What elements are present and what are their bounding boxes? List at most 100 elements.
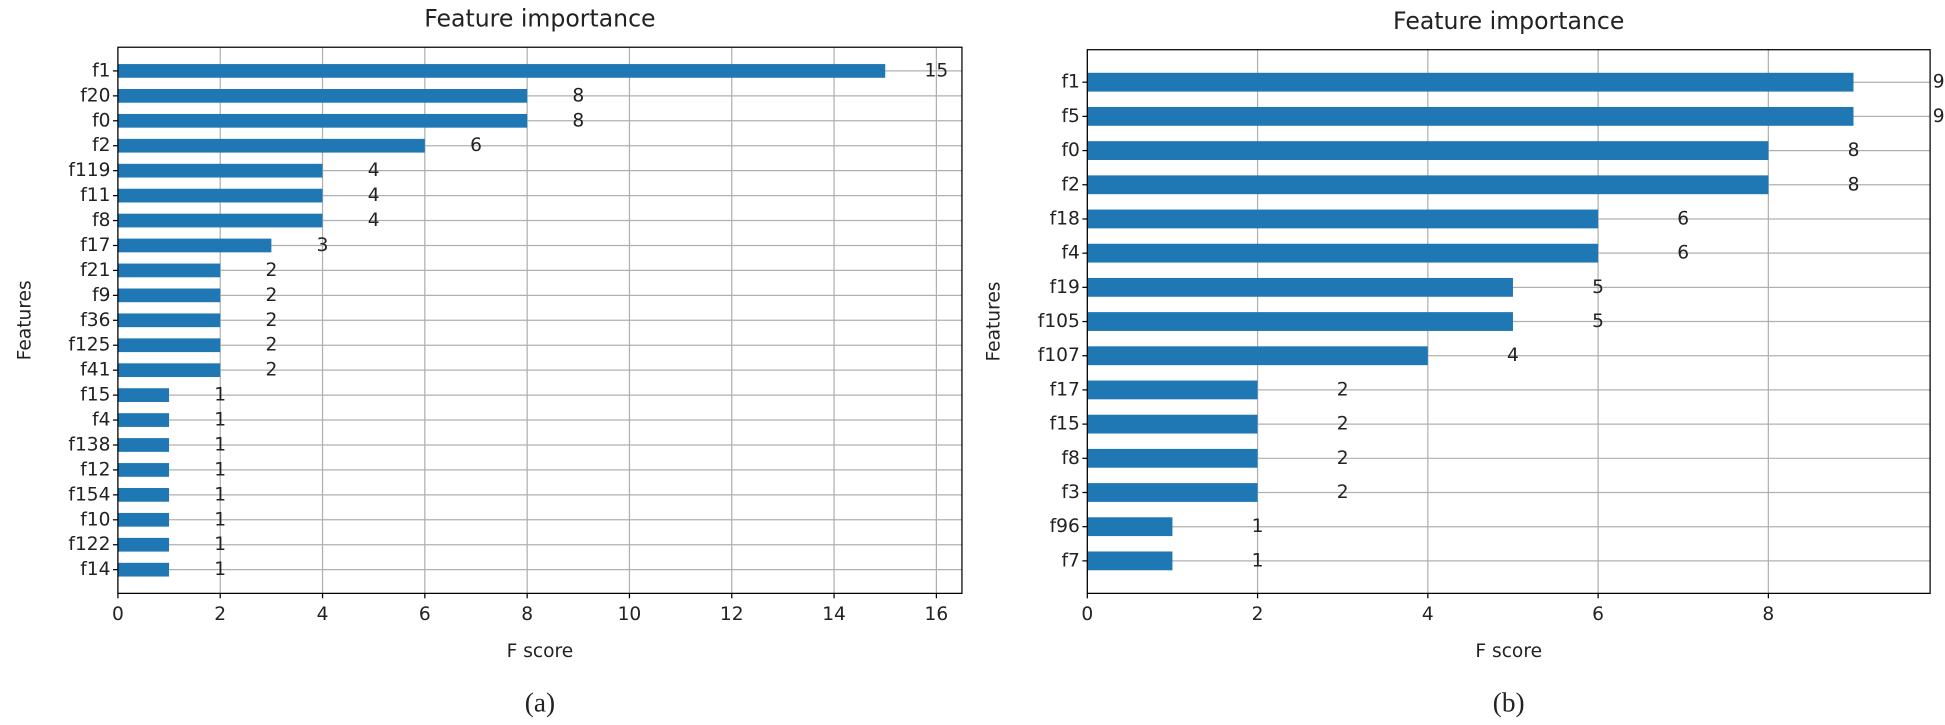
chart-title: Feature importance <box>424 4 655 32</box>
bar <box>117 338 221 353</box>
value-label: 9 <box>1933 106 1945 127</box>
bar <box>117 388 170 402</box>
bar <box>1087 448 1258 468</box>
x-axis-label: F score <box>1475 641 1542 662</box>
y-tick-label: f138 <box>68 434 110 455</box>
bar <box>117 88 528 103</box>
y-tick-label: f15 <box>80 385 110 406</box>
value-label: 1 <box>214 385 226 406</box>
value-label: 8 <box>572 85 584 106</box>
value-label: 2 <box>265 335 277 356</box>
value-label: 3 <box>317 235 329 256</box>
x-tick-label: 6 <box>419 604 431 625</box>
bar <box>117 512 170 527</box>
bar <box>117 188 323 203</box>
x-tick-label: 2 <box>214 604 226 625</box>
value-label: 8 <box>1848 174 1860 195</box>
value-label: 2 <box>265 285 277 306</box>
bar <box>1087 551 1173 571</box>
y-tick-label: f17 <box>1050 379 1080 400</box>
y-tick-label: f20 <box>80 85 110 106</box>
bar <box>117 163 323 178</box>
x-tick-label: 4 <box>1422 604 1434 625</box>
x-tick-label: 0 <box>112 604 124 625</box>
value-label: 2 <box>1337 414 1349 435</box>
chart-title: Feature importance <box>1393 7 1624 35</box>
y-tick-label: f11 <box>80 185 110 206</box>
y-tick-label: f3 <box>1061 482 1079 503</box>
bar <box>117 263 221 278</box>
value-label: 6 <box>1677 208 1689 229</box>
y-tick-label: f0 <box>1061 140 1079 161</box>
value-label: 6 <box>470 135 482 156</box>
value-label: 1 <box>214 534 226 555</box>
bar <box>117 562 170 577</box>
value-label: 8 <box>1848 140 1860 161</box>
value-label: 1 <box>214 434 226 455</box>
y-tick-label: f10 <box>80 509 110 530</box>
axes-frame <box>1086 49 1931 594</box>
y-tick-label: f107 <box>1038 345 1080 366</box>
value-label: 2 <box>265 310 277 331</box>
y-tick-label: f36 <box>80 310 110 331</box>
y-axis-label: Features <box>14 280 35 360</box>
value-label: 1 <box>214 559 226 580</box>
x-tick-label: 14 <box>822 604 846 625</box>
bar <box>1087 414 1258 434</box>
value-label: 8 <box>572 110 584 131</box>
value-label: 1 <box>214 509 226 530</box>
y-tick-label: f21 <box>80 260 110 281</box>
y-tick-label: f9 <box>92 285 110 306</box>
bar <box>1087 483 1258 502</box>
value-label: 2 <box>265 260 277 281</box>
bar <box>1087 380 1258 400</box>
caption: (a) <box>525 687 555 717</box>
bar <box>1087 517 1173 537</box>
y-tick-label: f0 <box>92 110 110 131</box>
x-tick-label: 6 <box>1592 604 1604 625</box>
y-tick-label: f7 <box>1061 550 1079 571</box>
bar <box>117 113 528 128</box>
y-tick-label: f19 <box>1050 277 1080 298</box>
value-label: 15 <box>925 60 949 81</box>
x-tick-label: 10 <box>618 604 642 625</box>
y-tick-label: f2 <box>1061 174 1079 195</box>
axes-frame <box>117 46 963 594</box>
y-tick-label: f119 <box>68 160 110 181</box>
value-label: 2 <box>1337 448 1349 469</box>
bar <box>117 363 221 378</box>
value-label: 5 <box>1592 311 1604 332</box>
bar <box>117 463 170 477</box>
bar <box>1087 243 1599 263</box>
bar <box>1087 209 1599 229</box>
y-tick-label: f15 <box>1050 414 1080 435</box>
value-label: 2 <box>265 360 277 381</box>
bar <box>1087 106 1854 126</box>
x-tick-label: 16 <box>925 604 949 625</box>
value-label: 1 <box>214 410 226 431</box>
y-tick-label: f8 <box>1061 448 1079 469</box>
y-tick-label: f2 <box>92 135 110 156</box>
value-label: 4 <box>368 160 380 181</box>
y-tick-label: f154 <box>68 484 110 505</box>
value-label: 1 <box>1252 516 1264 537</box>
value-label: 5 <box>1592 277 1604 298</box>
x-tick-label: 8 <box>1762 604 1774 625</box>
bar <box>1087 312 1513 331</box>
y-tick-label: f18 <box>1050 208 1080 229</box>
bar <box>117 313 221 328</box>
y-tick-label: f122 <box>68 534 110 555</box>
x-tick-label: 2 <box>1252 604 1264 625</box>
y-tick-label: f4 <box>92 410 110 431</box>
y-tick-label: f12 <box>80 459 110 480</box>
y-tick-label: f14 <box>80 559 110 580</box>
y-tick-label: f105 <box>1038 311 1080 332</box>
y-tick-label: f41 <box>80 360 110 381</box>
bar <box>117 488 170 502</box>
y-tick-label: f96 <box>1050 516 1080 537</box>
y-tick-label: f1 <box>1061 72 1079 93</box>
value-label: 4 <box>1507 345 1519 366</box>
x-tick-label: 0 <box>1081 604 1093 625</box>
